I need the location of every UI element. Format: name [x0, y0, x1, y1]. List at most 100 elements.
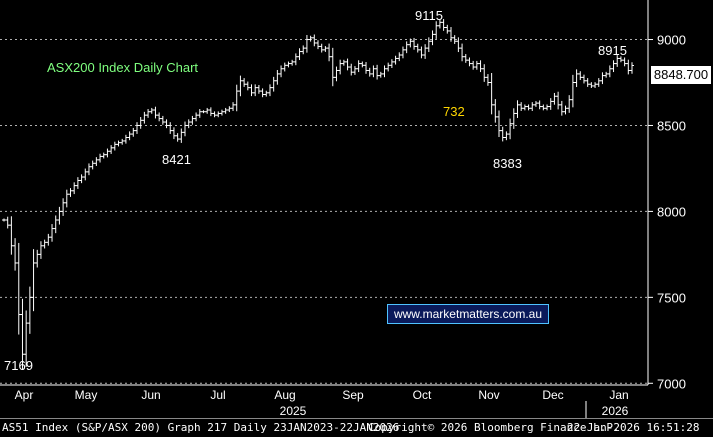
- ohlc-bar: [400, 46, 405, 59]
- ohlc-bar: [497, 110, 502, 138]
- ohlc-bar: [297, 48, 302, 61]
- ohlc-bar: [412, 37, 417, 50]
- ohlc-bar: [131, 127, 136, 137]
- ohlc-bar: [275, 69, 280, 85]
- x-tick-label-apr: Apr: [15, 388, 34, 402]
- ohlc-bar: [2, 218, 6, 222]
- ohlc-bar: [208, 107, 213, 117]
- ohlc-bar: [371, 65, 376, 78]
- footer-security-info: AS51 Index (S&P/ASX 200) Graph 217 Daily…: [2, 421, 400, 434]
- ohlc-bar: [341, 59, 346, 66]
- ohlc-bar: [618, 56, 623, 63]
- ohlc-bar: [330, 47, 335, 87]
- ohlc-bar: [194, 112, 199, 122]
- ohlc-bar: [238, 75, 243, 97]
- y-tick-label-8500: 8500: [657, 118, 686, 133]
- ohlc-bar: [61, 198, 66, 216]
- ohlc-bar: [352, 66, 357, 75]
- ohlc-bar: [86, 163, 91, 176]
- x-year-label-2026: 2026: [602, 404, 629, 418]
- ohlc-bar: [604, 71, 609, 78]
- ohlc-bar: [175, 133, 180, 142]
- ohlc-bar: [556, 91, 561, 110]
- ohlc-bar: [260, 88, 265, 98]
- ohlc-bar: [585, 78, 590, 87]
- ohlc-bar: [419, 46, 424, 59]
- ohlc-bar: [245, 81, 250, 91]
- ohlc-bar: [611, 60, 616, 73]
- ohlc-bar: [249, 84, 254, 97]
- ohlc-bar: [430, 30, 435, 46]
- ohlc-bar: [508, 118, 513, 140]
- ohlc-bar: [234, 84, 239, 112]
- ohlc-bar: [500, 126, 505, 142]
- ohlc-bar: [197, 109, 202, 118]
- ohlc-bar: [216, 111, 221, 118]
- footer-copyright: Copyright© 2026 Bloomberg Finance L.P.: [368, 421, 620, 434]
- y-tick-label-7000: 7000: [657, 376, 686, 391]
- last-price-label: 8848.700: [651, 66, 711, 84]
- ohlc-bar: [441, 19, 446, 31]
- ohlc-bar: [452, 35, 457, 44]
- ohlc-bar: [408, 38, 413, 48]
- annotation-7169: 7169: [4, 358, 33, 373]
- x-tick-label-jun: Jun: [141, 388, 160, 402]
- ohlc-bar: [186, 119, 191, 129]
- ohlc-bar: [31, 249, 36, 312]
- ohlc-bar: [574, 69, 579, 88]
- x-tick-label-may: May: [75, 388, 98, 402]
- ohlc-bar: [489, 73, 494, 115]
- ohlc-bar: [153, 106, 158, 119]
- ohlc-bar: [530, 102, 535, 111]
- ohlc-bar: [223, 107, 228, 114]
- ohlc-bar: [545, 104, 550, 111]
- ohlc-bar: [522, 104, 527, 111]
- ohlc-bar: [13, 238, 18, 271]
- ohlc-bar: [138, 117, 143, 129]
- ohlc-bar: [423, 44, 428, 59]
- ohlc-bar: [600, 72, 605, 85]
- ohlc-bar: [334, 66, 339, 82]
- ohlc-bar: [360, 61, 365, 68]
- ohlc-bar: [537, 100, 542, 110]
- ohlc-bar: [5, 216, 10, 229]
- ohlc-bar: [72, 182, 77, 195]
- ohlc-bar: [227, 106, 232, 113]
- ohlc-bar: [581, 74, 586, 84]
- x-tick-label-oct: Oct: [413, 388, 432, 402]
- ohlc-bars: [2, 19, 634, 370]
- ohlc-bar: [548, 98, 553, 110]
- ohlc-bar: [471, 60, 476, 70]
- ohlc-bar: [493, 99, 498, 123]
- ohlc-bar: [50, 224, 55, 242]
- annotation-8915: 8915: [598, 43, 627, 58]
- ohlc-bar: [160, 115, 165, 125]
- watermark-link[interactable]: www.marketmatters.com.au: [387, 304, 549, 324]
- ohlc-bar: [404, 41, 409, 54]
- ohlc-bar: [460, 43, 465, 62]
- y-tick-labels: 7000 7500 8000 8500 9000: [648, 33, 686, 391]
- ohlc-bar: [112, 141, 117, 151]
- ohlc-bar: [308, 35, 313, 42]
- ohlc-bar: [286, 61, 291, 68]
- ohlc-bar: [312, 34, 317, 47]
- ohlc-bar: [219, 109, 224, 116]
- ohlc-bar: [201, 110, 206, 114]
- ohlc-bar: [231, 102, 236, 111]
- ohlc-bar: [271, 76, 276, 92]
- ohlc-bar: [327, 43, 332, 62]
- ohlc-bar: [563, 105, 568, 115]
- ohlc-bar: [157, 112, 162, 122]
- ohlc-bar: [445, 24, 450, 34]
- ohlc-bar: [596, 78, 601, 87]
- ohlc-bar: [316, 40, 320, 50]
- x-tick-label-jul: Jul: [210, 388, 225, 402]
- ohlc-bar: [630, 62, 634, 74]
- ohlc-bar: [68, 188, 73, 197]
- ohlc-bar: [589, 82, 594, 88]
- footer-bar: AS51 Index (S&P/ASX 200) Graph 217 Daily…: [0, 418, 713, 437]
- y-tick-label-8000: 8000: [657, 204, 686, 219]
- ohlc-bar: [448, 27, 453, 42]
- ohlc-bar: [164, 119, 169, 129]
- ohlc-bar: [375, 64, 380, 80]
